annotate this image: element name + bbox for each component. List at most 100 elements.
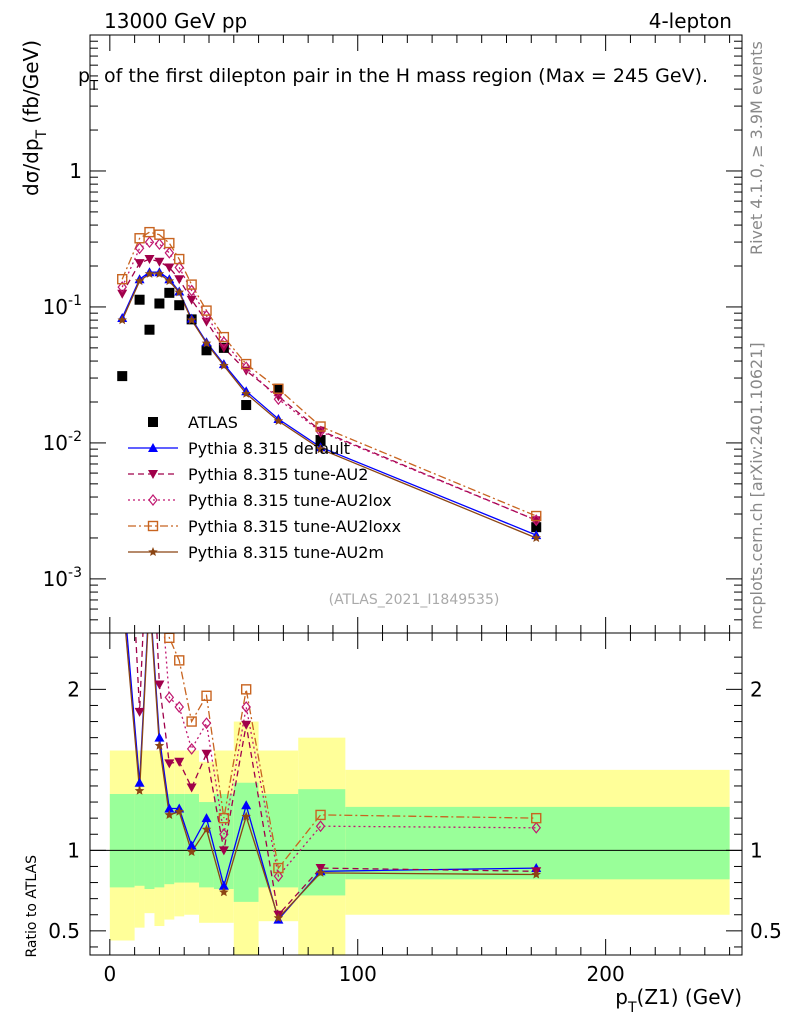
data-point-pythia-8-315-tune-au2lox (201, 309, 212, 322)
data-point-pythia-8-315-tune-au2lox (154, 238, 165, 251)
ratio-point-pythia-8-315-tune-au2lox (186, 742, 197, 755)
main-panel: 1 10-1 10-2 10-3 (ATLAS_2021_I1849535) dσ/d… (19, 34, 743, 634)
ratio-point-pythia-8-315-default (201, 813, 212, 823)
ratio-point-pythia-8-315-tune-au2lox (145, 298, 153, 308)
green-band (144, 794, 155, 889)
ratio-point-pythia-8-315-tune-au2loxx (218, 812, 230, 824)
plot-title: pT of the first dilepton pair in the H m… (78, 65, 708, 94)
ratio-point-pythia-8-315-tune-au2m (315, 867, 326, 877)
ratio-y-tick-label-right: 2 (750, 677, 763, 701)
x-tick-label: 200 (587, 962, 625, 986)
data-point-pythia-8-315-tune-au2loxx (531, 510, 542, 522)
mcplots-label: mcplots.cern.ch [arXiv:2401.10621] (747, 342, 766, 630)
green-band (109, 794, 135, 888)
data-point-pythia-8-315-tune-au2loxx (273, 383, 284, 395)
ratio-point-pythia-8-315-tune-au2 (186, 783, 197, 793)
data-point-atlas (241, 400, 252, 411)
data-point-pythia-8-315-tune-au2m (315, 444, 326, 454)
data-point-atlas (117, 371, 128, 382)
ratio-point-pythia-8-315-tune-au2m (201, 824, 212, 834)
ratio-point-pythia-8-315-tune-au2m (273, 913, 284, 922)
green-band (164, 794, 175, 885)
green-band (298, 789, 346, 896)
ratio-point-pythia-8-315-tune-au2loxx (201, 690, 212, 701)
data-point-pythia-8-315-tune-au2m (164, 276, 175, 286)
ratio-point-pythia-8-315-tune-au2m (134, 785, 145, 795)
channel-label: 4-lepton (649, 9, 732, 33)
data-point-atlas (164, 287, 175, 298)
ratio-point-pythia-8-315-tune-au2m (154, 740, 165, 750)
ratio-point-pythia-8-315-tune-au2loxx (531, 812, 542, 824)
data-point-pythia-8-315-tune-au2loxx (174, 253, 185, 265)
ratio-y-tick-label-right: 0.5 (750, 919, 782, 943)
ratio-points (117, 170, 542, 924)
main-y-axis-label: dσ/dpT (fb/GeV) (19, 40, 50, 196)
ratio-point-pythia-8-315-default (241, 800, 252, 810)
ratio-point-pythia-8-315-default (164, 803, 175, 813)
legend-label-pythia-8-315-tune-au2loxx: Pythia 8.315 tune-AU2loxx (188, 517, 401, 536)
y-tick-label: 1 (69, 159, 82, 183)
ratio-point-pythia-8-315-tune-au2lox (273, 870, 284, 883)
ratio-point-pythia-8-315-tune-au2lox (531, 821, 542, 834)
data-point-pythia-8-315-tune-au2lox (273, 393, 284, 406)
y-tick-label: 10-2 (43, 429, 82, 455)
ratio-point-pythia-8-315-tune-au2 (174, 757, 185, 767)
ratio-point-pythia-8-315-tune-au2loxx (240, 684, 252, 695)
data-point-pythia-8-315-tune-au2 (218, 343, 229, 353)
ratio-y-tick-label: 1 (67, 838, 80, 862)
ratio-point-pythia-8-315-tune-au2loxx (315, 809, 326, 821)
ratio-point-pythia-8-315-tune-au2lox (241, 701, 251, 714)
data-point-pythia-8-315-tune-au2 (201, 317, 212, 327)
data-point-pythia-8-315-tune-au2loxx (240, 358, 252, 370)
ratio-y-axis-label: Ratio to ATLAS (24, 855, 40, 958)
y-tick-label: 10-1 (43, 293, 82, 319)
ratio-point-pythia-8-315-default (154, 732, 165, 742)
ratio-point-pythia-8-315-tune-au2 (134, 707, 145, 717)
ratio-y-tick-label-right: 1 (750, 838, 763, 862)
legend-marker-pythia-8-315-tune-au2loxx (147, 520, 159, 532)
data-point-pythia-8-315-tune-au2lox (241, 361, 251, 374)
ratio-y-tick-label: 0.5 (48, 919, 80, 943)
ratio-panel: 0.5 0.5 1 1 2 2 0 100 200 Ratio to ATLAS pT(Z1) … (24, 170, 782, 1016)
data-point-pythia-8-315-tune-au2 (174, 275, 185, 285)
data-point-pythia-8-315-tune-au2loxx (117, 273, 128, 285)
data-point-pythia-8-315-tune-au2loxx (154, 229, 165, 240)
legend-label-pythia-8-315-tune-au2m: Pythia 8.315 tune-AU2m (188, 543, 384, 562)
ratio-point-pythia-8-315-tune-au2loxx (186, 716, 197, 727)
ratio-point-pythia-8-315-tune-au2 (201, 749, 212, 759)
legend-marker-pythia-8-315-default (148, 443, 158, 452)
ratio-point-pythia-8-315-default (144, 588, 154, 597)
ratio-point-pythia-8-315-tune-au2lox (164, 691, 175, 704)
green-band (154, 794, 165, 888)
legend-marker-atlas (148, 417, 158, 427)
green-band (199, 802, 214, 888)
legend-label-atlas: ATLAS (188, 413, 238, 432)
data-point-pythia-8-315-tune-au2lox (134, 242, 145, 255)
ratio-point-pythia-8-315-tune-au2m (531, 869, 541, 879)
y-axis-title: dσ/dpT (fb/GeV) (19, 40, 50, 196)
x-axis-label: pT(Z1) (GeV) (615, 985, 742, 1016)
data-point-pythia-8-315-tune-au2m (154, 268, 165, 278)
data-point-pythia-8-315-tune-au2 (164, 263, 175, 273)
data-point-pythia-8-315-tune-au2m (201, 338, 212, 348)
main-axis-ticks: 1 10-1 10-2 10-3 (43, 34, 742, 634)
ratio-point-pythia-8-315-tune-au2lox (315, 820, 326, 833)
ratio-line-pythia-8-315-tune-au2lox (163, 633, 537, 878)
ratio-line-pythia-8-315-tune-au2loxx (168, 633, 537, 870)
data-point-pythia-8-315-tune-au2 (186, 295, 197, 305)
ratio-point-pythia-8-315-tune-au2loxx (118, 170, 127, 179)
ratio-point-pythia-8-315-tune-au2 (117, 363, 127, 372)
data-point-pythia-8-315-tune-au2m (117, 315, 127, 325)
green-band (184, 794, 200, 883)
data-point-atlas (531, 522, 542, 533)
data-point-atlas (273, 383, 284, 394)
ratio-point-pythia-8-315-tune-au2m (241, 811, 251, 821)
ratio-point-pythia-8-315-tune-au2lox (136, 620, 144, 630)
ratio-point-pythia-8-315-tune-au2lox (201, 717, 212, 730)
x-tick-label: 0 (103, 962, 116, 986)
legend-marker-pythia-8-315-tune-au2m (148, 547, 158, 556)
data-point-atlas (174, 300, 185, 311)
legend-label-pythia-8-315-tune-au2: Pythia 8.315 tune-AU2 (188, 465, 368, 484)
